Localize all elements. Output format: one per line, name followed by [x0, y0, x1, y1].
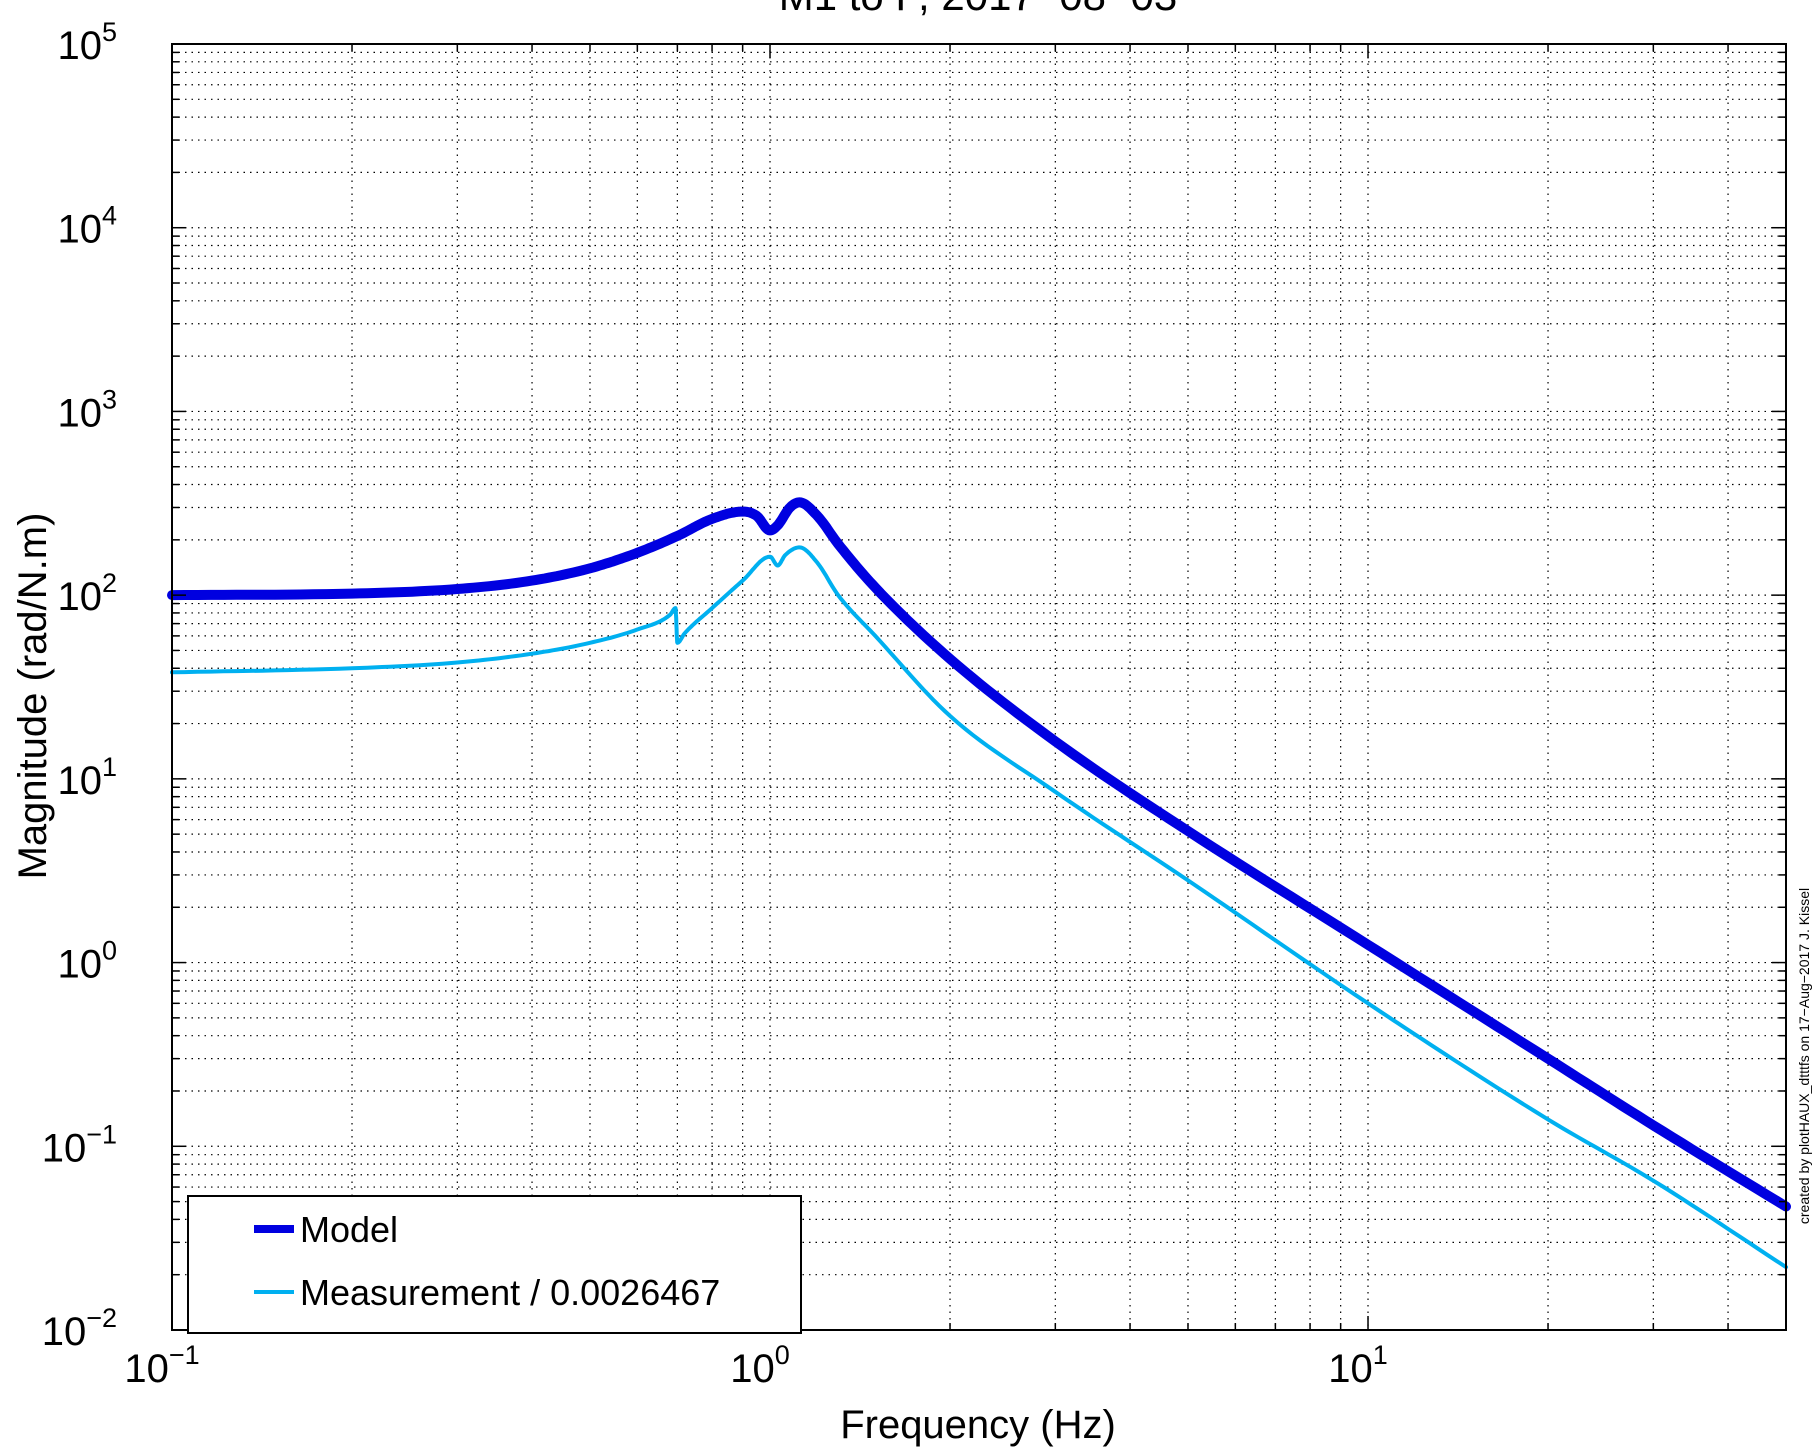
legend-label-model: Model [300, 1209, 398, 1250]
y-tick-label: 101 [57, 752, 117, 803]
x-tick-label: 10−1 [124, 1340, 199, 1391]
y-tick-label: 103 [57, 384, 117, 435]
y-tick-label: 10−2 [42, 1303, 117, 1354]
y-tick-label: 10−1 [42, 1119, 117, 1170]
tick-marks [172, 44, 1786, 1330]
measurement-line [170, 545, 1788, 1270]
y-tick-label: 100 [57, 936, 117, 987]
y-axis-label: Magnitude (rad/N.m) [11, 513, 55, 880]
x-tick-label: 101 [1328, 1340, 1388, 1391]
x-tick-labels: 10−1 100 101 [124, 1340, 1387, 1391]
model-line [167, 497, 1791, 1212]
chart-title: M1 to P, 2017−08−03 [779, 0, 1178, 19]
y-tick-label: 102 [57, 568, 117, 619]
grid [172, 44, 1786, 1330]
plot-lines [167, 497, 1791, 1270]
x-tick-label: 100 [730, 1340, 790, 1391]
credit-note: created by plotHAUX_dtttfs on 17−Aug−201… [1796, 888, 1812, 1224]
y-tick-labels: 10−2 10−1 100 101 102 103 104 105 [42, 17, 117, 1354]
y-tick-label: 105 [57, 17, 117, 68]
x-axis-label: Frequency (Hz) [840, 1403, 1116, 1447]
legend-box [187, 1195, 802, 1334]
legend-label-measurement: Measurement / 0.0026467 [300, 1272, 720, 1313]
legend: Model Measurement / 0.0026467 [187, 1195, 802, 1334]
plot-area-frame [171, 43, 1787, 1331]
y-tick-label: 104 [57, 201, 117, 252]
